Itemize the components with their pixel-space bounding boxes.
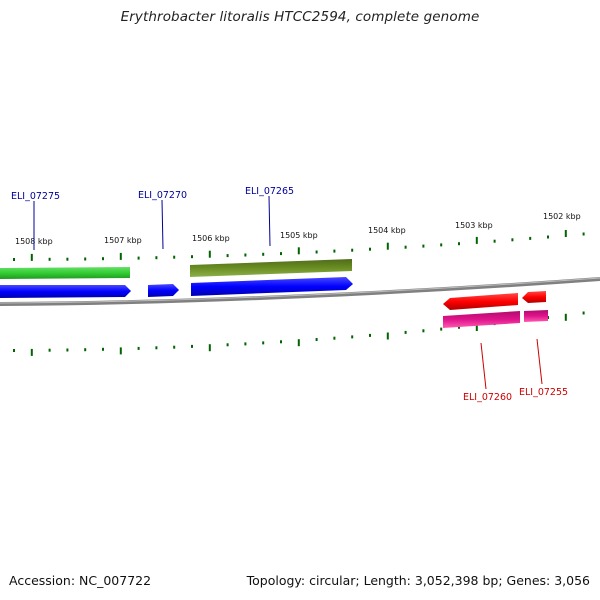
accession-text: Accession: NC_007722 (9, 573, 152, 588)
ruler-ticks-lower (13, 311, 585, 356)
cds-arrow-eli-07255[interactable] (522, 291, 546, 303)
gene-label-eli-07260[interactable]: ELI_07260 (463, 392, 512, 403)
ruler-label-1504: 1504 kbp (368, 226, 406, 235)
ruler-label-1506: 1506 kbp (192, 234, 230, 243)
ruler-labels: 1508 kbp 1507 kbp 1506 kbp 1505 kbp 1504… (15, 212, 581, 246)
ruler-label-1503: 1503 kbp (455, 221, 493, 230)
gene-feature-eli-07255[interactable] (524, 310, 548, 322)
gene-feature-eli-07265[interactable] (190, 259, 352, 277)
leader-line-eli-07270 (161, 199, 164, 250)
gene-label-eli-07255[interactable]: ELI_07255 (519, 387, 568, 398)
cds-arrow-eli-07260[interactable] (443, 293, 518, 310)
gene-feature-eli-07260[interactable] (443, 311, 520, 328)
ruler-label-1507: 1507 kbp (104, 236, 142, 245)
ruler-label-1505: 1505 kbp (280, 231, 318, 240)
cds-arrow-eli-07275[interactable] (0, 285, 131, 298)
genome-backbone (0, 277, 600, 306)
cds-arrow-eli-07265[interactable] (191, 277, 353, 296)
gene-label-eli-07265[interactable]: ELI_07265 (245, 186, 294, 197)
map-title: Erythrobacter litoralis HTCC2594, comple… (120, 9, 480, 25)
leader-line-eli-07255 (536, 338, 543, 385)
gene-label-eli-07270[interactable]: ELI_07270 (138, 190, 187, 201)
genome-summary-text: Topology: circular; Length: 3,052,398 bp… (246, 573, 590, 588)
ruler-label-1502: 1502 kbp (543, 212, 581, 221)
ruler-ticks-upper (13, 230, 585, 261)
cds-arrow-eli-07270[interactable] (148, 284, 179, 297)
leader-line-eli-07265 (268, 195, 271, 247)
gene-label-eli-07275[interactable]: ELI_07275 (11, 191, 60, 202)
gene-feature-eli-07275[interactable] (0, 267, 130, 279)
leader-line-eli-07260 (480, 342, 487, 390)
